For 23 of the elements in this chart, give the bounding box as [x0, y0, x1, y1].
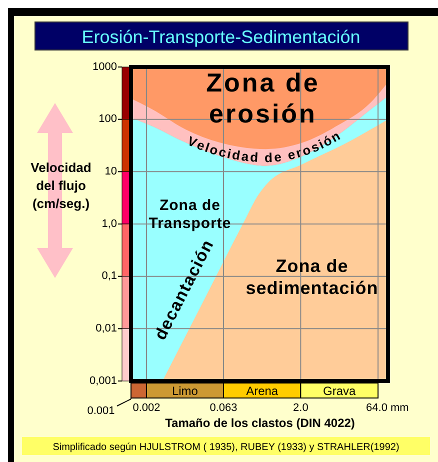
chart-title: Erosión-Transporte-Sedimentación [82, 27, 360, 47]
text: Arena [246, 384, 278, 398]
footer-banner: Simplificado según HJULSTROM ( 1935), RUBEY (1933) y STRAHLER(1992) [22, 437, 430, 455]
y-tick-label: 0,01 [96, 322, 117, 335]
annotation: Zona de sedimentación [246, 256, 378, 298]
text: Limo [172, 384, 198, 398]
y-tick-label: 0,001 [89, 374, 117, 387]
title-banner: Erosión-Transporte-Sedimentación [34, 22, 408, 50]
x-axis-title: Tamaño de los clastos (DIN 4022) [165, 416, 355, 430]
annotation: Zona de Transporte [148, 196, 232, 232]
x-tick-label: 0.002 [132, 402, 160, 414]
y-tick-label: 100 [98, 113, 117, 126]
text: Grava [323, 384, 356, 398]
y-axis-title: Velocidad del flujo (cm/seg.) [30, 160, 92, 211]
x-tick-label: 0.063 [210, 402, 238, 414]
y-tick-label: 1,0 [102, 218, 117, 230]
y-tick-label: 0,1 [102, 270, 117, 282]
x-tick-label: 64.0 mm [366, 402, 409, 414]
x-tick-label: 2.0 [293, 402, 308, 414]
y-tick-label: 1000 [92, 60, 117, 73]
y-tick-label: 10 [104, 166, 117, 178]
annotation: Zona de erosión [206, 67, 320, 128]
text: 0.001 [87, 404, 115, 417]
